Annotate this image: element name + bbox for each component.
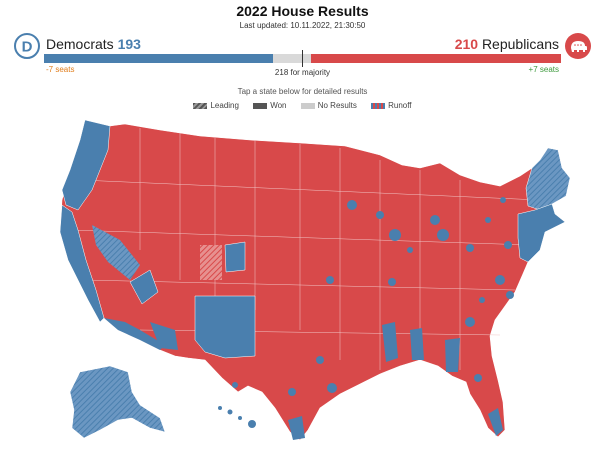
- philadelphia-dem[interactable]: [504, 241, 512, 249]
- austin-dem[interactable]: [288, 388, 296, 396]
- detroit-dem[interactable]: [437, 229, 449, 241]
- socal-dem[interactable]: [104, 318, 165, 350]
- dallas-dem[interactable]: [316, 356, 324, 364]
- legend-item-runoff: Runoff: [371, 101, 412, 110]
- map-legend: Leading Won No Results Runoff: [0, 101, 605, 110]
- democrats-label: Democrats: [46, 36, 114, 52]
- legend-item-leading: Leading: [193, 101, 239, 110]
- svg-text:D: D: [22, 39, 33, 56]
- alaska-dem[interactable]: [69, 365, 166, 439]
- indiana-dem[interactable]: [407, 247, 413, 253]
- atlanta-dem[interactable]: [465, 317, 475, 327]
- no-results-swatch-icon: [300, 102, 315, 109]
- legend-item-no-results: No Results: [300, 101, 357, 110]
- michigan-dem[interactable]: [430, 215, 440, 225]
- pittsburgh-dem[interactable]: [485, 217, 491, 223]
- nevada-dem[interactable]: [129, 269, 159, 305]
- virginia-dem[interactable]: [495, 275, 505, 285]
- california-coast-dem[interactable]: [59, 204, 105, 323]
- map-instructions: Tap a state below for detailed results: [237, 87, 368, 96]
- rep-bar-segment: [311, 54, 561, 63]
- kansas-city-dem[interactable]: [326, 276, 334, 284]
- jacksonville-dem[interactable]: [474, 374, 482, 382]
- upstate-ny-dem[interactable]: [500, 197, 506, 203]
- south-texas-dem[interactable]: [288, 416, 305, 440]
- hawaii-dem[interactable]: [218, 406, 256, 428]
- minneapolis-dem[interactable]: [347, 200, 357, 210]
- republicans-seat-count: 210: [454, 36, 479, 52]
- charlotte-dem[interactable]: [479, 297, 485, 303]
- republicans-summary: 210 Republicans: [455, 36, 559, 52]
- chicago-dem[interactable]: [389, 229, 401, 241]
- elephant-icon: [571, 41, 587, 52]
- alabama-dem[interactable]: [410, 328, 424, 360]
- wisconsin-dem[interactable]: [376, 211, 384, 219]
- republican-logo-icon: [565, 33, 591, 59]
- new-england-dem[interactable]: [525, 147, 571, 211]
- democrats-summary: Democrats 193: [46, 36, 141, 52]
- new-mexico-dem[interactable]: [194, 295, 256, 359]
- south-florida-dem[interactable]: [488, 408, 503, 436]
- legend-label: Leading: [210, 101, 239, 110]
- legend-item-won: Won: [253, 101, 287, 110]
- democrats-seat-change: -7 seats: [46, 65, 75, 74]
- california-hatched[interactable]: [92, 225, 140, 280]
- north-carolina-dem[interactable]: [506, 291, 514, 299]
- won-swatch-icon: [253, 102, 268, 109]
- state-borders: [69, 128, 541, 370]
- utah-hatched[interactable]: [200, 245, 222, 280]
- republicans-seat-change: +7 seats: [528, 65, 559, 74]
- ohio-dem[interactable]: [466, 244, 474, 252]
- undecided-bar-segment: [273, 54, 312, 63]
- republicans-label: Republicans: [481, 36, 559, 52]
- page-title: 2022 House Results: [236, 3, 369, 19]
- st-louis-dem[interactable]: [388, 278, 396, 286]
- pacific-northwest-dem[interactable]: [61, 119, 111, 211]
- legend-label: No Results: [317, 101, 357, 110]
- colorado-dem[interactable]: [224, 241, 246, 273]
- democrats-seat-count: 193: [117, 36, 141, 52]
- last-updated: Last updated: 10.11.2022, 21:30:50: [239, 21, 366, 30]
- runoff-swatch-icon: [371, 102, 386, 109]
- contiguous-us-shape[interactable]: [59, 119, 571, 441]
- democrat-logo-icon: D: [14, 33, 40, 59]
- mississippi-delta-dem[interactable]: [382, 322, 398, 362]
- democrat-d-icon: D: [22, 39, 33, 56]
- northeast-corridor-dem[interactable]: [517, 203, 566, 263]
- georgia-dem[interactable]: [445, 338, 460, 372]
- houston-dem[interactable]: [327, 383, 337, 393]
- legend-label: Won: [270, 101, 287, 110]
- el-paso-dem[interactable]: [232, 382, 238, 388]
- dem-bar-segment: [44, 54, 274, 63]
- us-house-district-map[interactable]: [0, 110, 605, 452]
- legend-label: Runoff: [388, 101, 412, 110]
- majority-label: 218 for majority: [274, 68, 331, 77]
- majority-marker: [302, 50, 303, 67]
- arizona-dem[interactable]: [150, 322, 178, 350]
- seat-progress-bar: [44, 54, 561, 63]
- leading-swatch-icon: [193, 102, 208, 109]
